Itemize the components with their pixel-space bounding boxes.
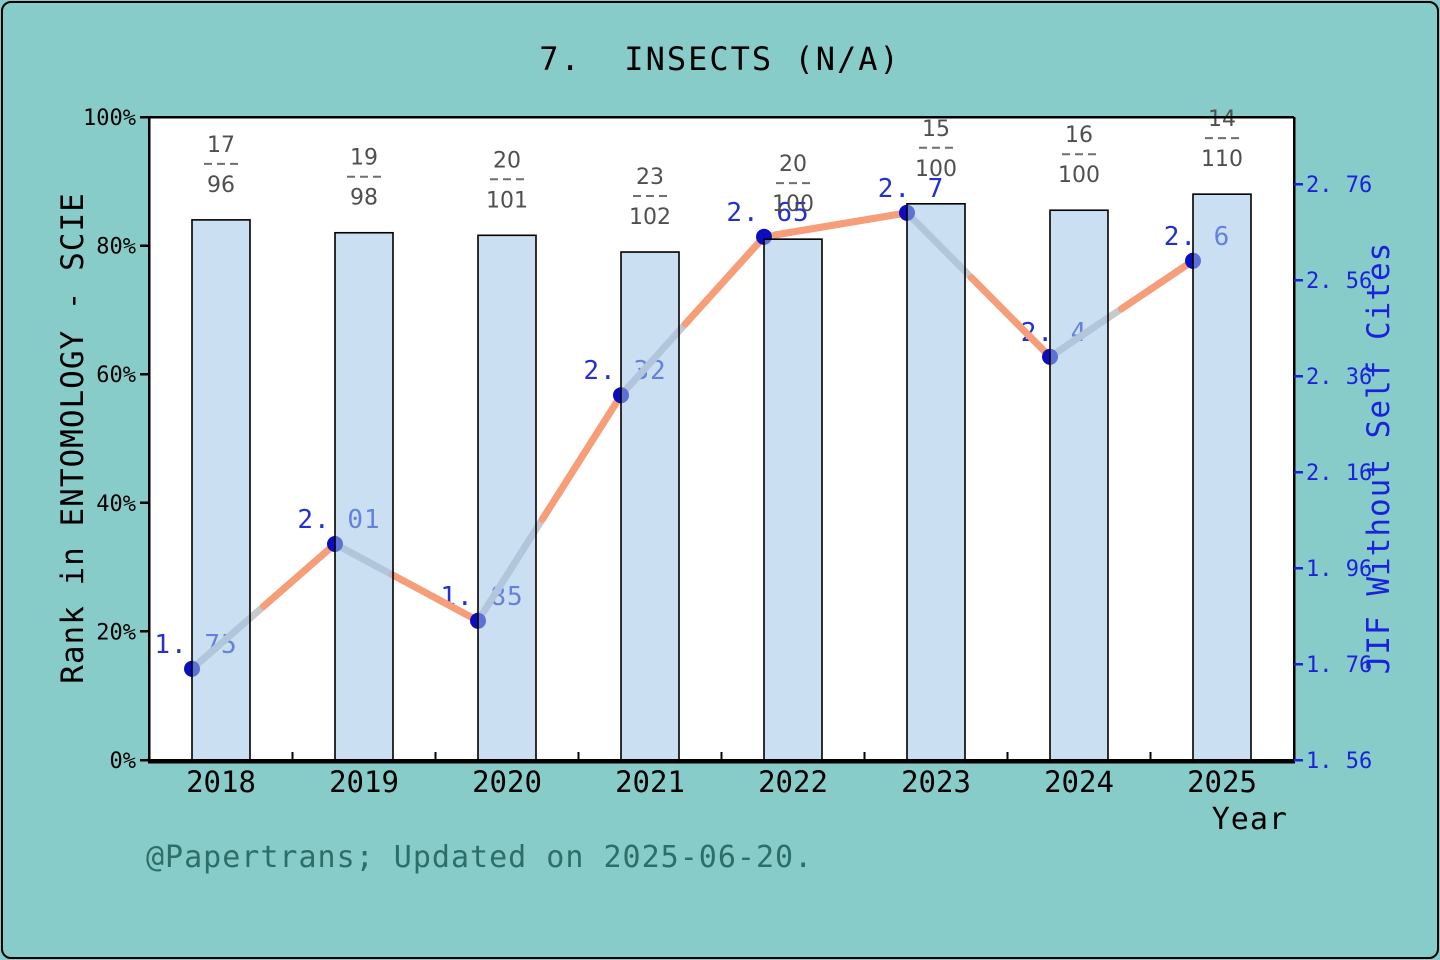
left-tick-label: 80%	[96, 235, 136, 260]
line-segment-orange	[1118, 257, 1197, 313]
line-segment-orange	[260, 540, 339, 610]
rank-denominator-2022: 100	[772, 192, 814, 217]
bar-2023	[906, 203, 966, 763]
left-tick-label: 40%	[96, 492, 136, 517]
chart-title: 7. INSECTS (N/A)	[539, 40, 901, 78]
rank-numerator-2024: 16	[1065, 123, 1093, 148]
rank-denominator-2019: 98	[350, 186, 378, 211]
x-tick-label-2023: 2023	[901, 765, 971, 799]
rank-denominator-2018: 96	[207, 173, 235, 198]
line-segment-orange	[771, 209, 911, 239]
right-tick-label: 2. 56	[1306, 269, 1372, 294]
x-tick-label-2021: 2021	[615, 765, 685, 799]
right-tick-label: 2. 36	[1306, 365, 1372, 390]
x-tick-label-2019: 2019	[329, 765, 399, 799]
plot-background	[149, 117, 1294, 760]
line-point-label-2022: 2. 65	[726, 198, 809, 228]
rank-denominator-2024: 100	[1058, 163, 1100, 188]
bar-2019	[334, 231, 394, 763]
right-tick-label: 2. 16	[1306, 461, 1372, 486]
x-axis-title: Year	[1211, 802, 1288, 837]
rank-numerator-2021: 23	[636, 165, 664, 190]
x-tick-label-2022: 2022	[758, 765, 828, 799]
left-tick-label: 20%	[96, 620, 136, 645]
left-tick-label: 60%	[96, 363, 136, 388]
rank-denominator-2023: 100	[915, 157, 957, 182]
rank-denominator-2025: 110	[1201, 147, 1243, 172]
rank-numerator-2022: 20	[779, 152, 807, 177]
rank-numerator-2019: 19	[350, 146, 378, 171]
left-tick-label: 0%	[110, 749, 137, 774]
line-segment-orange	[388, 571, 482, 625]
right-tick-label: 1. 76	[1306, 653, 1372, 678]
right-tick-label: 1. 96	[1306, 557, 1372, 582]
x-tick-label-2025: 2025	[1187, 765, 1257, 799]
left-tick-label: 100%	[83, 106, 136, 131]
bar-2025	[1192, 193, 1252, 763]
line-segment-orange	[538, 391, 625, 523]
right-tick-label: 1. 56	[1306, 749, 1372, 774]
rank-numerator-2025: 14	[1208, 107, 1236, 132]
rank-denominator-2020: 101	[486, 188, 528, 213]
bar-2024	[1049, 209, 1109, 763]
rank-numerator-2020: 20	[493, 148, 521, 173]
rank-numerator-2018: 17	[207, 133, 235, 158]
rank-denominator-2021: 102	[629, 205, 671, 230]
rank-numerator-2023: 15	[922, 117, 950, 142]
bar-2022	[763, 238, 823, 763]
line-point-label-2023: 2. 7	[878, 174, 945, 204]
x-tick-label-2018: 2018	[186, 765, 256, 799]
line-segment-orange	[967, 274, 1054, 361]
bar-2021	[620, 251, 680, 763]
x-tick-label-2024: 2024	[1044, 765, 1114, 799]
line-segment-orange	[681, 233, 768, 328]
x-tick-label-2020: 2020	[472, 765, 542, 799]
bar-2018	[191, 219, 251, 763]
bar-2020	[477, 234, 537, 763]
right-tick-label: 2. 76	[1306, 173, 1372, 198]
footer-credit: @Papertrans; Updated on 2025-06-20.	[146, 840, 814, 875]
